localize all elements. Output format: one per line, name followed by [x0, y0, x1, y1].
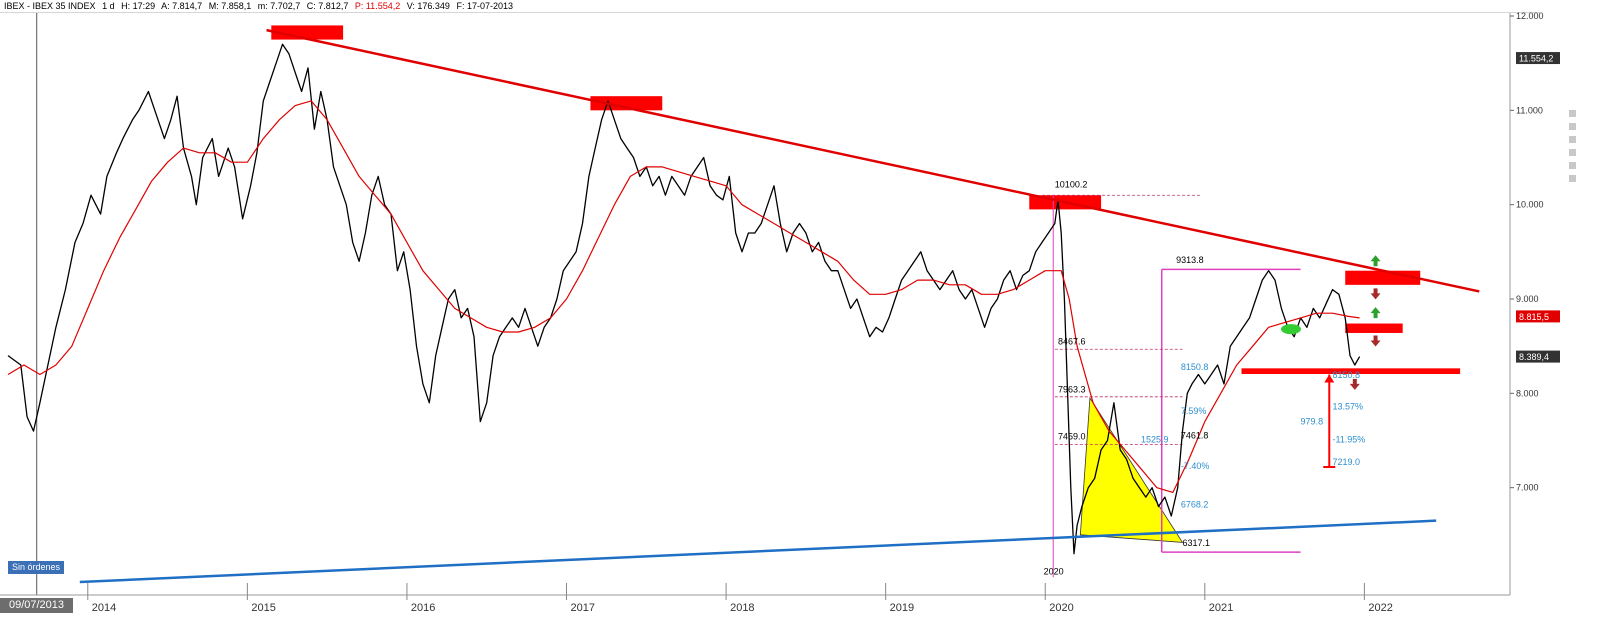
front-layer: 10100.2 9313.8 8467.6 7963.3 7459.0 7461.8 631… [79, 28, 1480, 584]
annotation-label: 8150.8 [1181, 362, 1209, 372]
annotation-label: 9313.8 [1176, 255, 1204, 265]
annotation-label: 10100.2 [1055, 180, 1088, 190]
annotation-label: 7459.0 [1058, 432, 1086, 442]
price-line [7, 43, 1361, 555]
x-tick-label: 2020 [1049, 602, 1073, 614]
orders-status-label[interactable]: Sin órdenes [8, 561, 65, 574]
plot-background [0, 13, 1540, 595]
cursor-date-label: 09/07/2013 [0, 598, 73, 613]
price-badge-label: 8.815,5 [1519, 312, 1549, 322]
y-tick-label: 8.000 [1516, 388, 1539, 398]
x-tick-label: 2021 [1209, 602, 1233, 614]
annotation-label: 8467.6 [1058, 336, 1086, 346]
price-badge-label: 8.389,4 [1519, 352, 1549, 362]
toolbar-square-icon[interactable] [1569, 149, 1576, 156]
resistance-trendline [266, 28, 1480, 293]
y-tick-label: 7.000 [1516, 483, 1539, 493]
resistance-zone [1345, 270, 1421, 285]
volume-value: V: 176.349 [406, 1, 450, 11]
x-tick-label: 2022 [1368, 602, 1392, 614]
annotation-label: 7219.0 [1332, 457, 1360, 467]
annotation-label: 7.59% [1181, 406, 1207, 416]
side-toolbar[interactable] [1565, 110, 1581, 188]
price-badge [1516, 350, 1560, 363]
resistance-zone [1345, 323, 1403, 333]
annotation-label: 6317.1 [1182, 538, 1210, 548]
low-value: m: 7.702,7 [257, 1, 301, 11]
series-layer [7, 43, 1361, 555]
chart-header: IBEX - IBEX 35 INDEX 1 d H: 17:29 A: 7.8… [0, 0, 1540, 13]
annotation-label: 13.57% [1332, 401, 1363, 411]
toolbar-square-icon[interactable] [1569, 175, 1576, 182]
toolbar-square-icon[interactable] [1569, 162, 1576, 169]
close-value: C: 7.812,7 [306, 1, 349, 11]
toolbar-square-icon[interactable] [1569, 136, 1576, 143]
price-badge-label: 11.554,2 [1519, 54, 1553, 64]
y-tick-label: 9.000 [1516, 294, 1539, 304]
x-tick-label: 2019 [890, 602, 914, 614]
arrow-down-icon [1370, 288, 1381, 300]
arrow-up-icon [1370, 307, 1381, 319]
toolbar-square-icon[interactable] [1569, 110, 1576, 117]
x-tick-label: 2015 [251, 602, 275, 614]
annotation-label: 979.8 [1301, 416, 1324, 426]
resistance-zone [1241, 368, 1461, 374]
hour-value: H: 17:29 [121, 1, 156, 11]
price-badge [1516, 310, 1560, 323]
resistance-zone [590, 96, 663, 111]
x-tick-label: 2018 [730, 602, 754, 614]
price-badge [1516, 52, 1560, 65]
triangle-pattern [1079, 396, 1184, 543]
x-tick-label: 2014 [92, 602, 116, 614]
annotation-label: 7963.3 [1058, 384, 1086, 394]
date-value: F: 17-07-2013 [456, 1, 513, 11]
annotation-label: 7461.8 [1181, 431, 1209, 441]
support-trendline [79, 519, 1437, 584]
y-tick-label: 10.000 [1516, 200, 1544, 210]
y-tick-label: 11.000 [1516, 105, 1543, 115]
annotation-label: -7.40% [1181, 461, 1210, 471]
annotation-label: 8150.8 [1332, 370, 1360, 380]
arrow-up-icon [1370, 255, 1381, 267]
interval: 1 d [102, 1, 115, 11]
arrow-down-icon [1370, 335, 1381, 347]
y-tick-label: 12.000 [1516, 11, 1544, 21]
x-tick-label: 2017 [571, 602, 595, 614]
axes-layer: 12.000 11.000 10.000 9.000 8.000 7.000 11.554,… [0, 11, 1560, 614]
annotation-label: 6768.2 [1181, 499, 1209, 509]
arrow-down-icon [1349, 378, 1360, 390]
annotation-label: 2020 [1044, 566, 1064, 576]
annotation-label: -11.95% [1332, 434, 1365, 444]
moving-average-line [7, 100, 1360, 493]
high-value: M: 7.858,1 [208, 1, 252, 11]
toolbar-square-icon[interactable] [1569, 123, 1576, 130]
symbol-name: IBEX - IBEX 35 INDEX [4, 1, 96, 11]
highlight-marker [1280, 324, 1301, 335]
open-value: A: 7.814,7 [161, 1, 203, 11]
annotation-label: 1525.9 [1141, 434, 1169, 444]
measure-head [1324, 374, 1335, 383]
price-value: P: 11.554,2 [354, 1, 401, 11]
x-tick-label: 2016 [411, 602, 435, 614]
